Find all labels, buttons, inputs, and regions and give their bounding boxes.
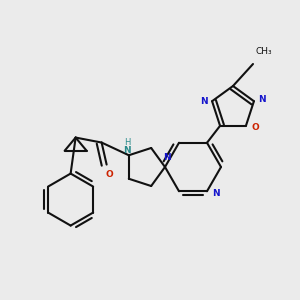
Text: O: O (106, 170, 113, 179)
Text: N: N (200, 97, 208, 106)
Text: N: N (258, 95, 266, 104)
Text: O: O (251, 123, 259, 132)
Text: N: N (163, 152, 171, 161)
Text: N: N (212, 189, 220, 198)
Text: CH₃: CH₃ (255, 47, 272, 56)
Text: H: H (124, 138, 130, 147)
Text: N: N (123, 146, 130, 155)
